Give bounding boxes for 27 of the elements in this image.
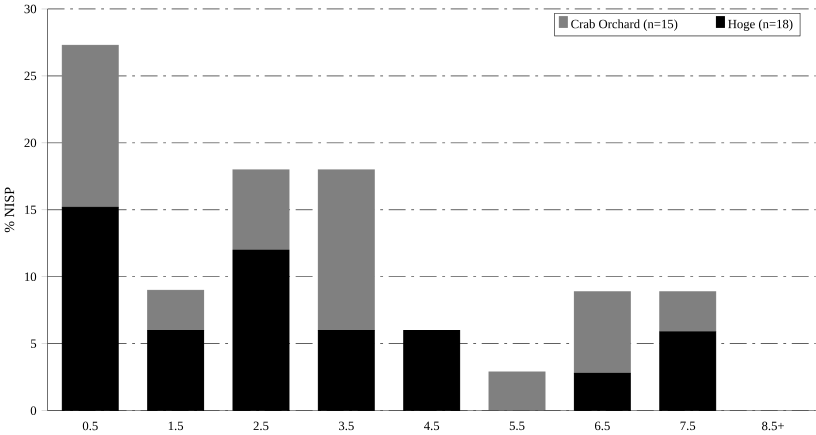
- x-tick-label: 1.5: [168, 422, 184, 430]
- x-tick-label: 5.5: [510, 422, 524, 430]
- x-tick-label: 2.5: [254, 422, 268, 430]
- x-tick-label: 8.5+: [762, 422, 784, 430]
- y-tick-label: 30: [24, 4, 36, 14]
- x-tick-label: 0.5: [82, 422, 98, 430]
- x-tick-label: 4.5: [424, 422, 440, 430]
- bar: [488, 372, 546, 411]
- y-axis-title: % NISP: [4, 187, 14, 232]
- bar: [574, 372, 631, 411]
- y-tick-label: 10: [25, 272, 36, 282]
- bar: [574, 291, 631, 374]
- x-tick-label: 7.5: [680, 422, 696, 430]
- y-tick-label: 15: [25, 206, 36, 214]
- y-tick-label: 25: [24, 72, 36, 80]
- x-tick-label: 6.5: [594, 422, 610, 430]
- y-tick-label: 20: [24, 138, 36, 148]
- y-tick-label: 0: [30, 406, 36, 415]
- bar: [147, 290, 204, 331]
- bar: [62, 44, 119, 208]
- y-tick-label: 5: [31, 339, 36, 348]
- bar: [318, 169, 375, 331]
- bar: [232, 169, 290, 250]
- legend-label: Crab Orchard (n=15): [571, 19, 678, 31]
- bar: [659, 291, 716, 332]
- x-tick-label: 3.5: [338, 422, 354, 430]
- legend-label: Hoge (n=18): [728, 19, 792, 31]
